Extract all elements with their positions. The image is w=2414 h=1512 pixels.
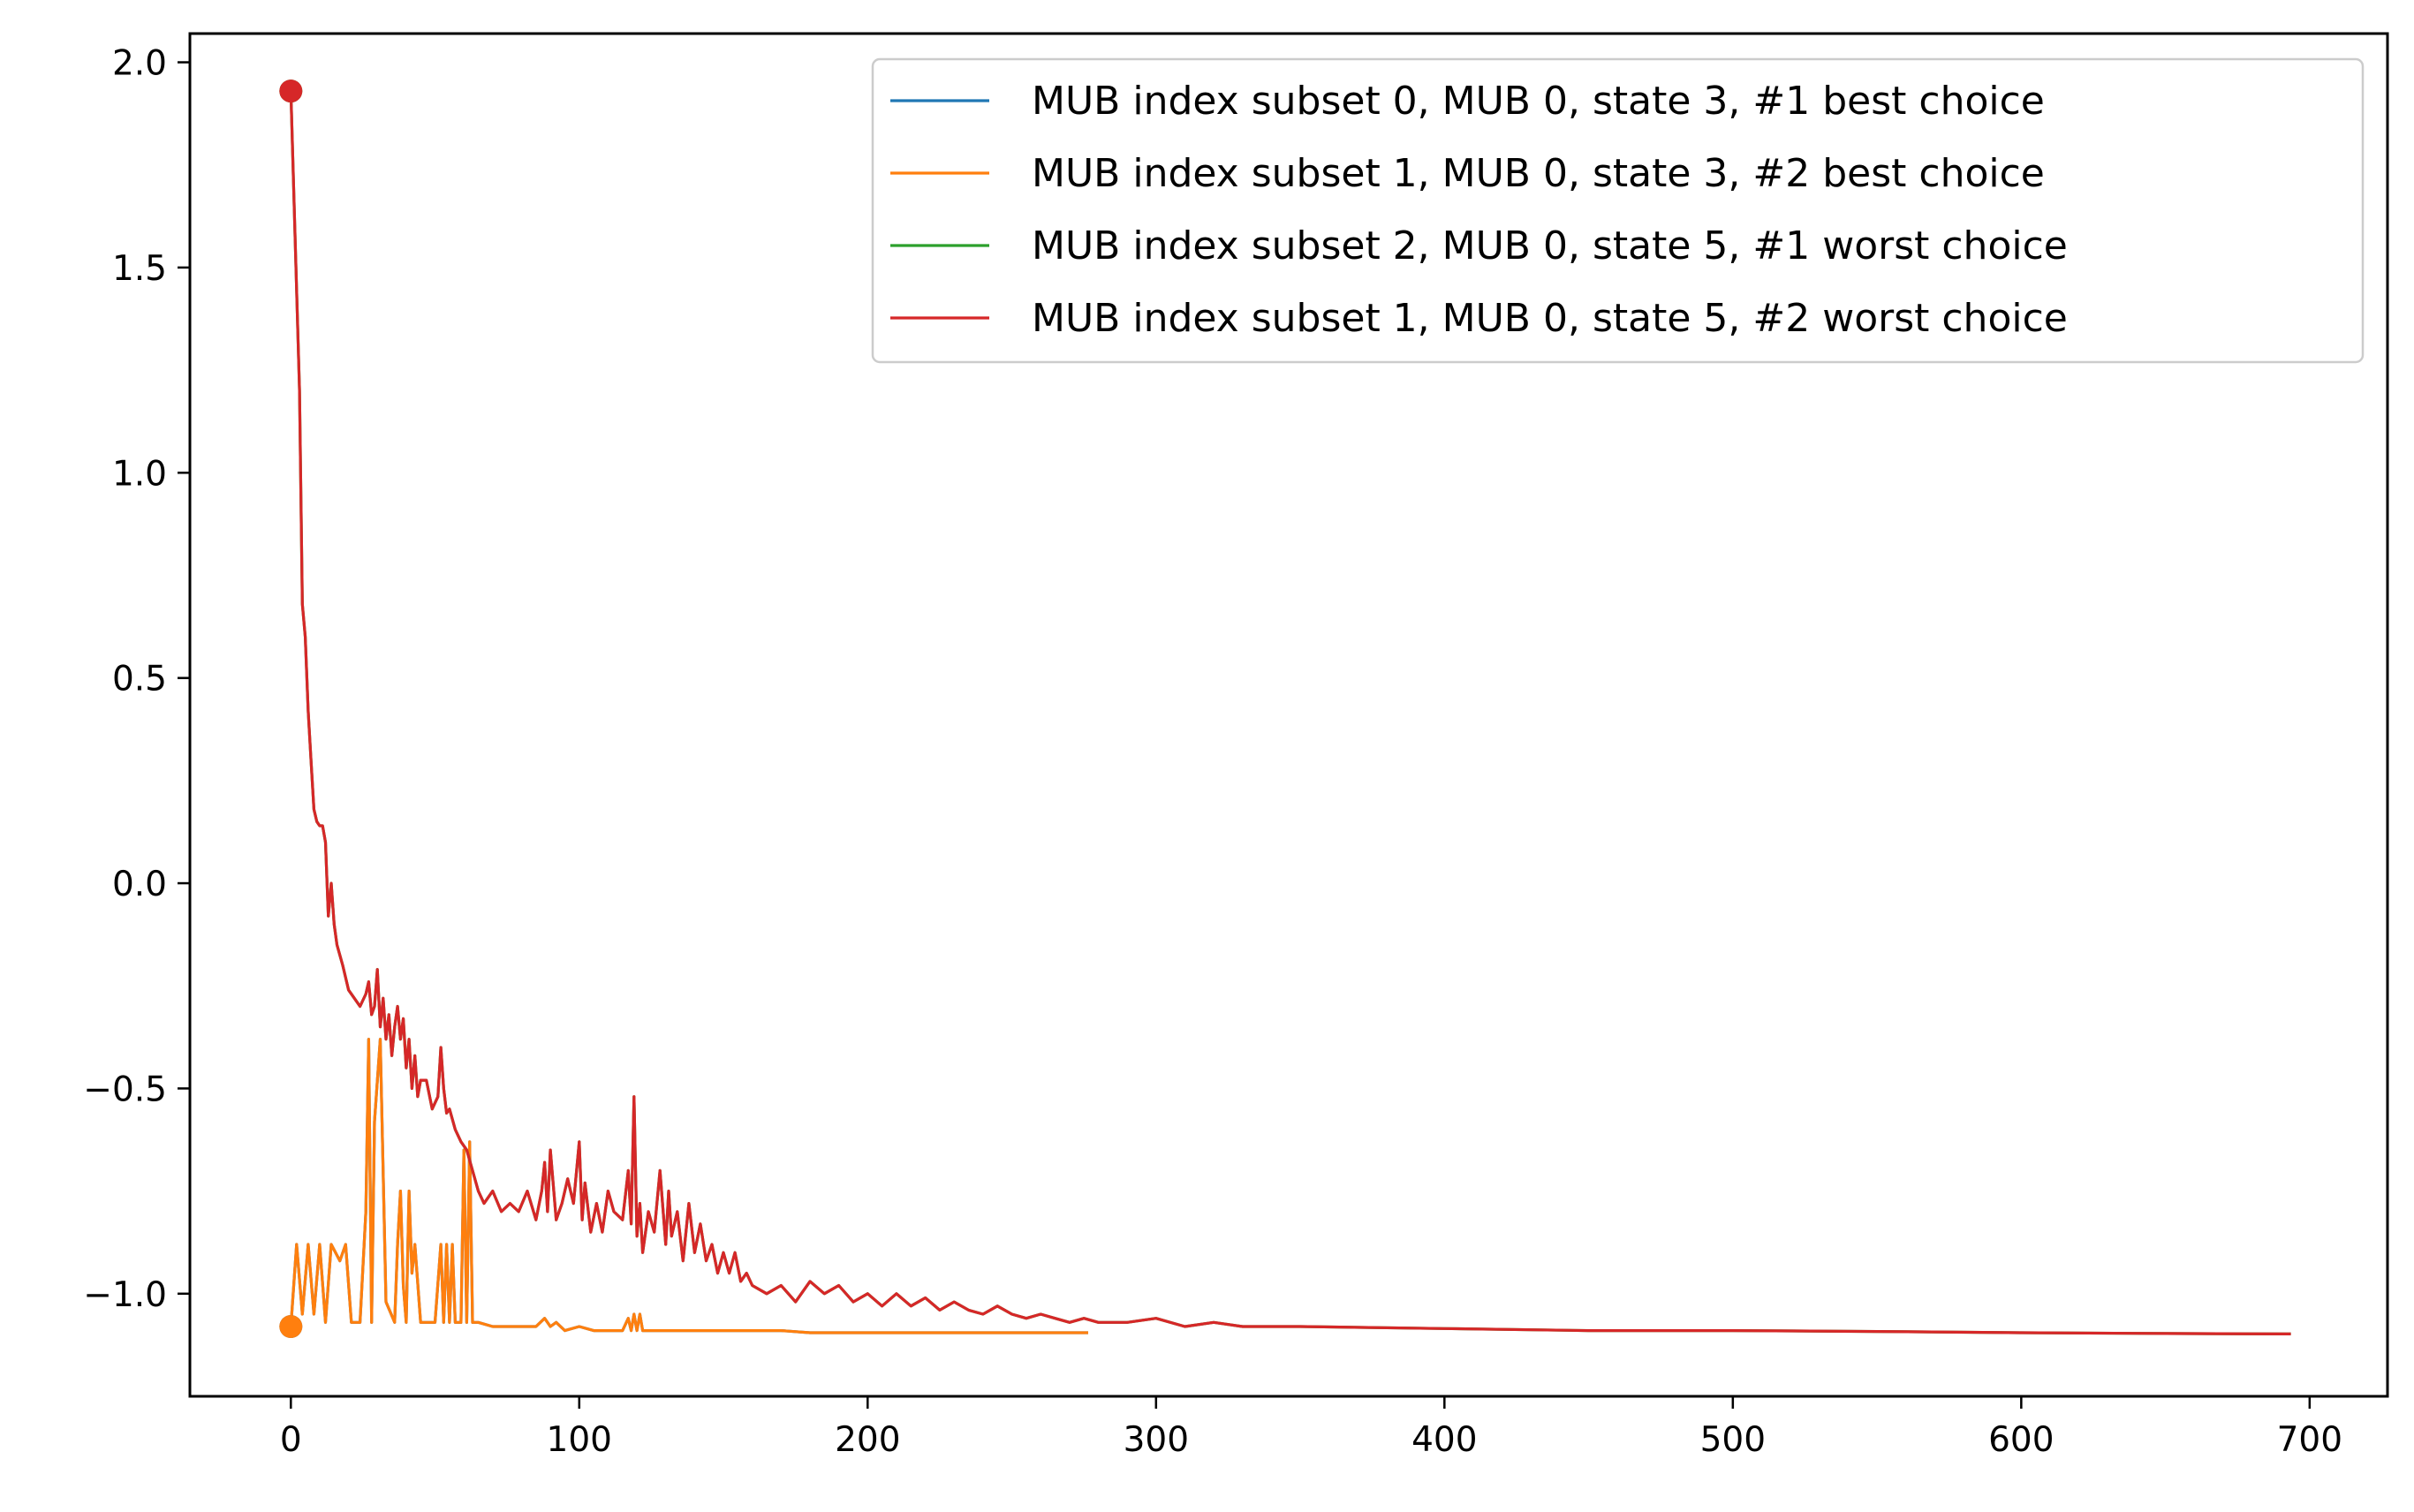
y-tick-label: 0.5 [112,660,167,699]
legend-label-3: MUB index subset 2, MUB 0, state 5, #1 w… [1032,223,2068,268]
legend-label-1: MUB index subset 0, MUB 0, state 3, #1 b… [1032,79,2045,124]
y-tick-label: 1.5 [112,249,167,289]
x-tick-label: 700 [2277,1420,2342,1460]
legend-entry-1: MUB index subset 0, MUB 0, state 3, #1 b… [890,79,2045,124]
series-layer [289,89,2291,1336]
legend: MUB index subset 0, MUB 0, state 3, #1 b… [871,57,2365,364]
plot-frame [188,32,2389,1398]
y-tick-label: 0.0 [112,865,167,904]
series-line-2 [289,1038,1088,1334]
y-tick-label: 1.0 [112,454,167,494]
legend-box [871,57,2365,364]
legend-label-4: MUB index subset 1, MUB 0, state 5, #2 w… [1032,296,2068,341]
x-tick-label: 300 [1124,1420,1189,1460]
legend-entry-2: MUB index subset 1, MUB 0, state 3, #2 b… [890,151,2045,196]
series-start-point-2 [279,1315,303,1338]
x-tick-label: 200 [835,1420,900,1460]
series-start-point-4 [279,79,303,103]
marker-layer [279,79,303,1338]
y-tick-label: −1.0 [83,1275,167,1315]
y-tick-label: 2.0 [112,44,167,84]
x-tick-label: 0 [280,1420,302,1460]
y-axis: −1.0 −0.5 0.0 0.5 1.0 1.5 2.0 [83,44,190,1315]
legend-entry-3: MUB index subset 2, MUB 0, state 5, #1 w… [890,223,2068,268]
x-axis: 0 100 200 300 400 500 600 700 [280,1396,2342,1460]
x-tick-label: 600 [1988,1420,2054,1460]
x-tick-label: 100 [547,1420,612,1460]
x-tick-label: 400 [1411,1420,1477,1460]
legend-label-2: MUB index subset 1, MUB 0, state 3, #2 b… [1032,151,2045,196]
x-tick-label: 500 [1700,1420,1766,1460]
y-tick-label: −0.5 [83,1070,167,1109]
series-line-4 [289,89,2291,1336]
legend-entry-4: MUB index subset 1, MUB 0, state 5, #2 w… [890,296,2068,341]
